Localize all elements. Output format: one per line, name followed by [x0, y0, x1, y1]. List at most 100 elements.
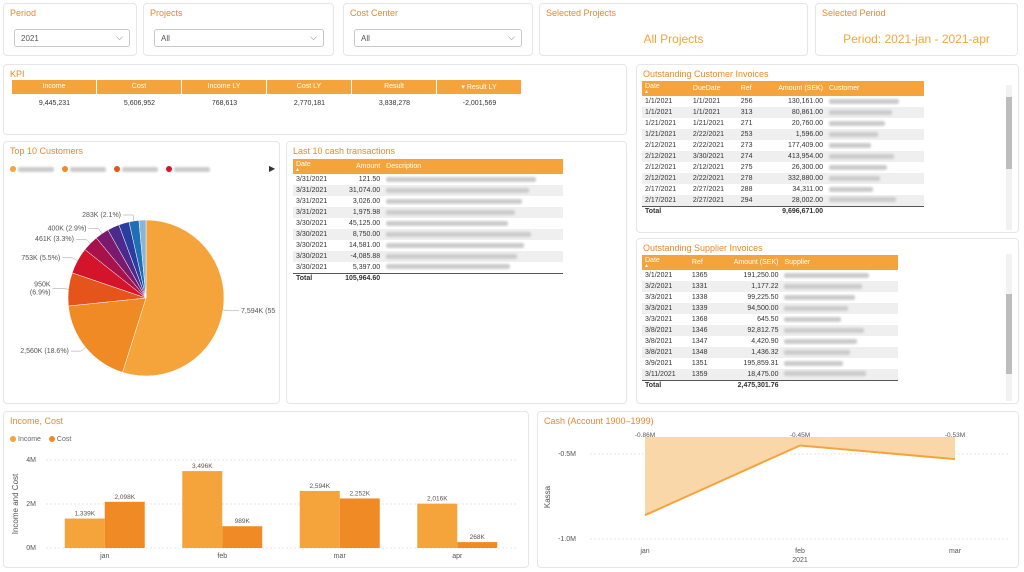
- bar-data-label: 3,496K: [192, 463, 213, 470]
- table-row[interactable]: 3/8/2021 1346 92,812.75: [642, 325, 898, 336]
- cash-area-chart: Kassa -0.5M -1.0M -0.86M jan -0.45M feb -0.53M m…: [543, 432, 1010, 564]
- table-cell: 1/1/2021: [689, 107, 738, 118]
- scroll-thumb[interactable]: [1006, 97, 1012, 169]
- table-row[interactable]: 3/1/2021 1365 191,250.00: [642, 270, 898, 281]
- pie-slice[interactable]: [138, 219, 147, 299]
- sort-icon[interactable]: ▾: [461, 84, 467, 91]
- bar-cost[interactable]: [457, 542, 498, 548]
- table-row[interactable]: 3/3/2021 1338 99,225.50: [642, 292, 898, 303]
- scroll-thumb[interactable]: [1006, 294, 1012, 374]
- table-row[interactable]: 3/11/2021 1359 18,475.00: [642, 369, 898, 380]
- column-header[interactable]: Date ▴: [293, 159, 336, 174]
- projects-dropdown[interactable]: All ⌵: [154, 29, 324, 47]
- sort-up-icon[interactable]: ▴: [645, 89, 649, 95]
- table-row[interactable]: 3/30/2021 8,750.00: [293, 229, 563, 240]
- table-cell: 1,596.00: [760, 129, 826, 140]
- bar-cost[interactable]: [339, 498, 380, 548]
- cost-center-dropdown[interactable]: All ⌵: [354, 29, 522, 47]
- x-tick-label: mar: [949, 548, 962, 555]
- table-row[interactable]: 3/31/2021 31,074.00: [293, 185, 563, 196]
- column-header[interactable]: Description: [383, 159, 563, 174]
- total-cell: [383, 272, 563, 284]
- table-row[interactable]: 1/1/2021 1/1/2021 256 130,161.00: [642, 96, 924, 107]
- bar-income[interactable]: [299, 490, 340, 548]
- legend-dot: [165, 166, 172, 173]
- redacted-cell: [781, 292, 898, 303]
- redacted-cell: [826, 162, 924, 173]
- table-cell: 3/1/2021: [645, 272, 673, 279]
- bar-cost[interactable]: [222, 526, 263, 548]
- sort-up-icon[interactable]: ▴: [645, 263, 649, 269]
- table-cell: 3/31/2021: [296, 198, 328, 205]
- kpi-header-cost-ly[interactable]: Cost LY: [267, 80, 352, 94]
- column-header[interactable]: Date ▴: [642, 81, 690, 96]
- redacted-cell: [383, 262, 563, 273]
- table-row[interactable]: 3/30/2021 45,125.00: [293, 218, 563, 229]
- table-row[interactable]: 1/21/2021 2/22/2021 253 1,596.00: [642, 129, 924, 140]
- table-row[interactable]: 3/30/2021 -4,085.88: [293, 251, 563, 262]
- table-cell: 121.50: [358, 176, 381, 183]
- legend-next-arrow-icon[interactable]: ▶: [269, 164, 276, 173]
- table-row[interactable]: 3/30/2021 5,397.00: [293, 262, 563, 273]
- sort-up-icon[interactable]: ▴: [296, 167, 300, 173]
- column-header[interactable]: Supplier: [781, 255, 898, 270]
- table-cell: 3/30/2021: [293, 229, 336, 240]
- table-row[interactable]: 2/17/2021 2/27/2021 294 28,002.00: [642, 195, 924, 206]
- table-cell: 3,026.00: [352, 198, 381, 205]
- kpi-header-result[interactable]: Result: [352, 80, 437, 94]
- column-header[interactable]: Customer: [826, 81, 924, 96]
- column-header[interactable]: Amount: [335, 159, 384, 174]
- kpi-header-cost[interactable]: Cost: [97, 80, 182, 94]
- period-slicer-title: Period: [10, 8, 37, 18]
- table-row[interactable]: 3/9/2021 1351 195,859.31: [642, 358, 898, 369]
- supplier-invoices-scrollbar[interactable]: [1006, 254, 1012, 401]
- bar-cost[interactable]: [104, 501, 145, 548]
- bar-income[interactable]: [64, 518, 105, 548]
- legend-dot: [113, 166, 120, 173]
- table-cell: 645.50: [757, 316, 779, 323]
- table-row[interactable]: 3/8/2021 1348 1,436.32: [642, 347, 898, 358]
- table-row[interactable]: 3/3/2021 1368 645.50: [642, 314, 898, 325]
- table-row[interactable]: 3/31/2021 3,026.00: [293, 196, 563, 207]
- table-row[interactable]: 1/21/2021 1/21/2021 271 20,760.00: [642, 118, 924, 129]
- pie-slice[interactable]: [122, 219, 225, 377]
- table-cell: 2/12/2021: [642, 151, 690, 162]
- area-line[interactable]: [644, 444, 956, 517]
- table-row[interactable]: 3/31/2021 1,975.98: [293, 207, 563, 218]
- column-header[interactable]: Amount (SEK): [760, 81, 826, 96]
- redacted-cell: [781, 336, 898, 347]
- table-cell: 94,500.00: [716, 303, 782, 314]
- table-row[interactable]: 3/30/2021 14,581.00: [293, 240, 563, 251]
- table-row[interactable]: 3/3/2021 1339 94,500.00: [642, 303, 898, 314]
- redacted-cell: [781, 314, 898, 325]
- pie-slice[interactable]: [68, 297, 147, 373]
- table-row[interactable]: 3/8/2021 1347 4,420.90: [642, 336, 898, 347]
- column-header[interactable]: Ref: [688, 255, 717, 270]
- table-row[interactable]: 2/12/2021 2/22/2021 278 332,880.00: [642, 173, 924, 184]
- column-header[interactable]: Date ▴: [642, 255, 689, 270]
- column-header[interactable]: DueDate: [689, 81, 738, 96]
- kpi-header-income[interactable]: Income: [12, 80, 97, 94]
- table-row[interactable]: 2/17/2021 2/27/2021 288 34,311.00: [642, 184, 924, 195]
- column-header[interactable]: Ref: [737, 81, 761, 96]
- bar-income[interactable]: [182, 471, 223, 548]
- table-row[interactable]: 1/1/2021 1/1/2021 313 80,861.00: [642, 107, 924, 118]
- column-header[interactable]: Amount (SEK): [716, 255, 782, 270]
- table-cell: 99,225.50: [747, 294, 779, 301]
- cash-transactions-table: Date ▴ Amount Description 3/31/2021 121.50 3/3…: [293, 159, 563, 284]
- redacted-cell: [781, 347, 898, 358]
- table-row[interactable]: 3/31/2021 121.50: [293, 174, 563, 185]
- table-row[interactable]: 2/12/2021 3/30/2021 274 413,954.00: [642, 151, 924, 162]
- cash-account-card: Cash (Account 1900–1999) Kassa -0.5M -1.0M…: [537, 411, 1019, 568]
- bar-income[interactable]: [417, 503, 458, 548]
- kpi-header-income-ly[interactable]: Income LY: [182, 80, 267, 94]
- total-cell: [689, 205, 738, 217]
- table-row[interactable]: 2/12/2021 2/22/2021 273 177,409.00: [642, 140, 924, 151]
- table-row[interactable]: 3/2/2021 1331 1,177.22: [642, 281, 898, 292]
- period-dropdown[interactable]: 2021 ⌵: [14, 29, 130, 47]
- customer-invoices-scrollbar[interactable]: [1006, 85, 1012, 230]
- table-row[interactable]: 2/12/2021 2/12/2021 275 26,300.00: [642, 162, 924, 173]
- kpi-value: 768,613: [211, 100, 238, 107]
- kpi-header-result-ly[interactable]: ▾ Result LY: [437, 80, 522, 94]
- table-cell: 413,954.00: [760, 151, 826, 162]
